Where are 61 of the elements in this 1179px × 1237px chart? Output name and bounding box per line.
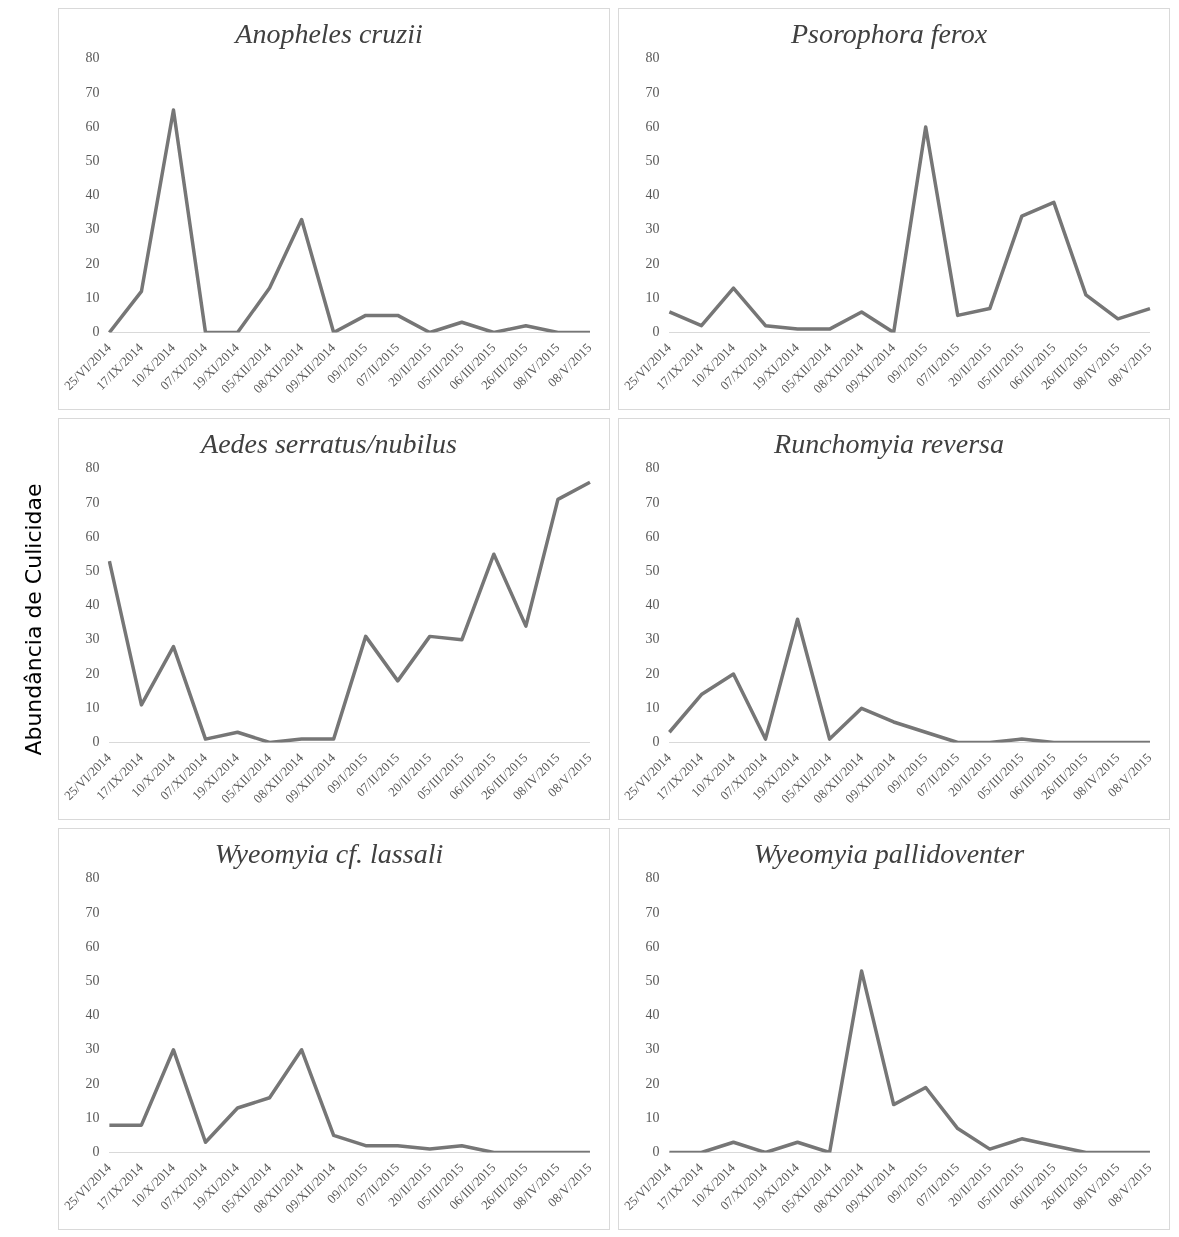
y-tick-label: 0 (652, 324, 660, 340)
chart-title: Wyeomyia pallidoventer (753, 838, 1025, 870)
y-tick-label: 70 (85, 904, 100, 920)
y-tick-label: 60 (645, 118, 660, 134)
y-axis-title: Abundância de Culicidae (20, 482, 46, 756)
y-tick-label: 30 (85, 631, 100, 647)
y-tick-label: 10 (85, 1109, 100, 1125)
y-tick-label: 50 (85, 562, 100, 578)
y-tick-label: 10 (645, 289, 660, 305)
y-tick-label: 40 (645, 187, 660, 203)
y-tick-label: 50 (645, 972, 660, 988)
y-tick-label: 80 (645, 460, 660, 476)
y-tick-label: 30 (85, 1041, 100, 1057)
y-tick-label: 80 (645, 50, 660, 66)
chart-title: Aedes serratus/nubilus (199, 428, 458, 460)
y-tick-label: 30 (645, 221, 660, 237)
y-tick-label: 80 (645, 870, 660, 886)
y-tick-label: 40 (645, 597, 660, 613)
y-tick-label: 20 (85, 665, 100, 681)
y-tick-label: 60 (85, 528, 100, 544)
y-tick-label: 40 (85, 187, 100, 203)
y-tick-label: 40 (645, 1007, 660, 1023)
y-tick-label: 20 (85, 255, 100, 271)
y-tick-label: 80 (85, 870, 100, 886)
y-tick-label: 20 (645, 665, 660, 681)
y-tick-label: 60 (645, 938, 660, 954)
y-tick-label: 70 (645, 494, 660, 510)
y-tick-label: 50 (85, 152, 100, 168)
chart-title: Anopheles cruzii (233, 18, 423, 50)
y-tick-label: 10 (645, 699, 660, 715)
y-tick-label: 0 (92, 1144, 100, 1160)
y-tick-label: 80 (85, 50, 100, 66)
y-tick-label: 40 (85, 1007, 100, 1023)
y-tick-label: 30 (645, 631, 660, 647)
y-tick-label: 50 (645, 562, 660, 578)
y-tick-label: 80 (85, 460, 100, 476)
y-tick-label: 20 (645, 1075, 660, 1091)
y-tick-label: 0 (92, 324, 100, 340)
y-tick-label: 20 (85, 1075, 100, 1091)
y-tick-label: 10 (645, 1109, 660, 1125)
y-tick-label: 60 (85, 938, 100, 954)
y-tick-label: 60 (85, 118, 100, 134)
chart-title: Runchomyia reversa (773, 428, 1004, 460)
y-tick-label: 0 (92, 734, 100, 750)
y-tick-label: 10 (85, 289, 100, 305)
y-tick-label: 30 (645, 1041, 660, 1057)
y-tick-label: 0 (652, 734, 660, 750)
y-tick-label: 50 (85, 972, 100, 988)
y-tick-label: 50 (645, 152, 660, 168)
chart-title: Psorophora ferox (789, 18, 988, 50)
y-tick-label: 40 (85, 597, 100, 613)
y-tick-label: 30 (85, 221, 100, 237)
y-tick-label: 70 (85, 494, 100, 510)
y-tick-label: 70 (645, 904, 660, 920)
y-tick-label: 20 (645, 255, 660, 271)
y-tick-label: 70 (645, 84, 660, 100)
chart-title: Wyeomyia cf. lassali (214, 838, 444, 870)
y-tick-label: 70 (85, 84, 100, 100)
y-tick-label: 0 (652, 1144, 660, 1160)
y-tick-label: 10 (85, 699, 100, 715)
y-tick-label: 60 (645, 528, 660, 544)
